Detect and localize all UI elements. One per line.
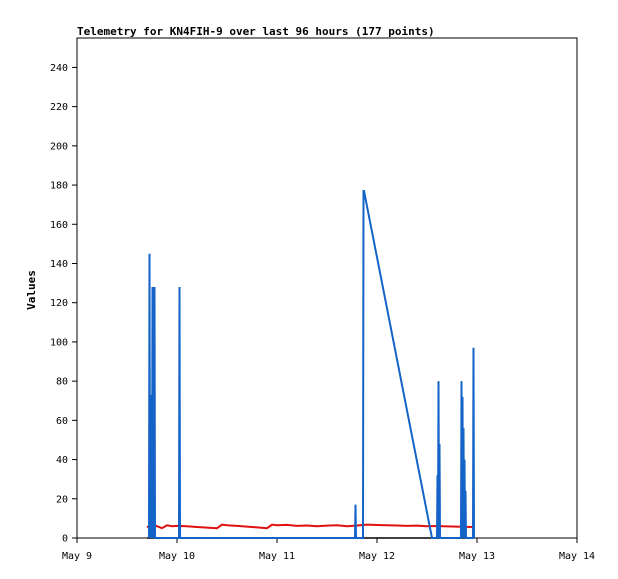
y-tick-label: 180	[50, 181, 68, 192]
chart-title: Telemetry for KN4FIH-9 over last 96 hour…	[77, 25, 435, 38]
series-line-red	[146, 523, 475, 530]
y-tick-label: 240	[50, 63, 68, 74]
y-tick-label: 40	[56, 455, 68, 466]
y-tick-label: 120	[50, 298, 68, 309]
x-tick-label: May 14	[559, 551, 595, 562]
x-tick-label: May 12	[359, 551, 395, 562]
series-line-blue	[148, 189, 475, 539]
x-tick-label: May 11	[259, 551, 295, 562]
y-tick-label: 160	[50, 220, 68, 231]
x-tick-label: May 13	[459, 551, 495, 562]
y-tick-label: 220	[50, 102, 68, 113]
y-tick-label: 20	[56, 494, 68, 505]
y-axis: 0 20 40 60 80 100 120 140 160 180 200 220 240	[50, 63, 77, 545]
y-tick-label: 200	[50, 141, 68, 152]
series-layer	[146, 189, 475, 539]
x-tick-label: May 10	[159, 551, 195, 562]
y-axis-label: Values	[25, 270, 38, 310]
y-tick-label: 0	[62, 534, 68, 545]
x-tick-label: May 9	[62, 551, 92, 562]
y-tick-label: 140	[50, 259, 68, 270]
x-axis: May 9 May 10 May 11 May 12 May 13 May 14	[62, 538, 595, 562]
y-tick-label: 100	[50, 337, 68, 348]
y-tick-label: 60	[56, 416, 68, 427]
y-tick-label: 80	[56, 377, 68, 388]
